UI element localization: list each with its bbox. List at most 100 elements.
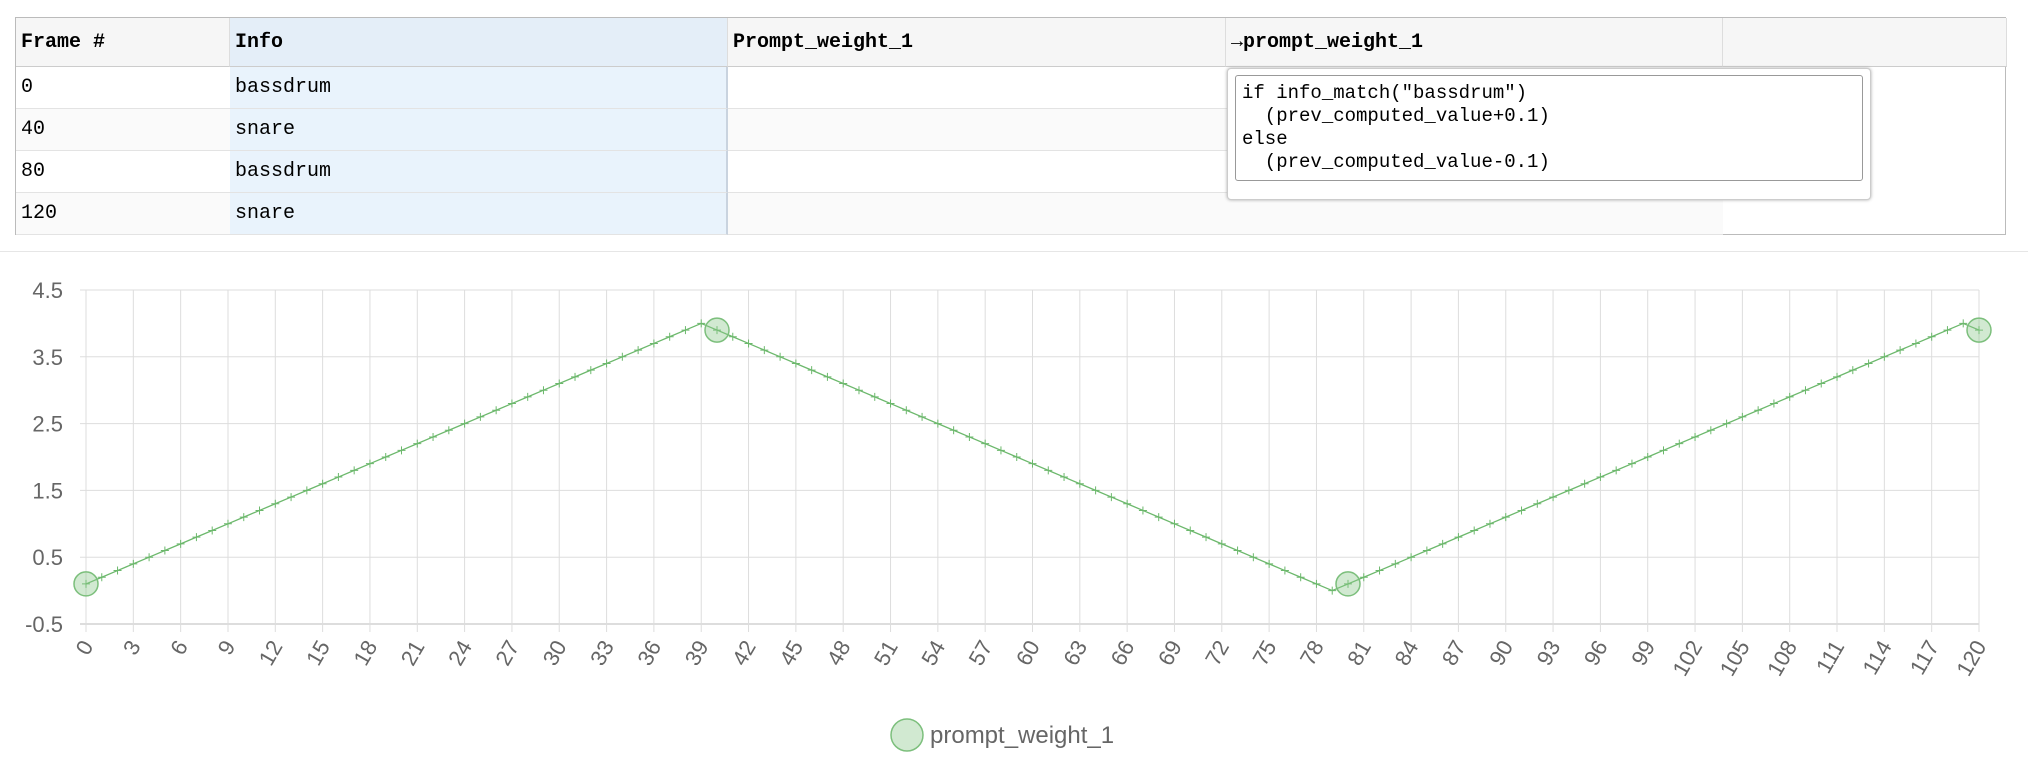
legend-label: prompt_weight_1 bbox=[930, 722, 1114, 749]
point-marker bbox=[571, 372, 580, 381]
point-marker bbox=[129, 559, 138, 568]
x-tick-label: 27 bbox=[490, 636, 524, 670]
formula-editor[interactable]: if info_match("bassdrum") (prev_computed… bbox=[1227, 68, 1871, 200]
x-tick-label: 57 bbox=[964, 636, 998, 670]
point-marker bbox=[1280, 566, 1289, 575]
x-tick-label: 93 bbox=[1532, 636, 1566, 670]
point-marker bbox=[223, 519, 232, 528]
point-marker bbox=[1848, 366, 1857, 375]
point-marker bbox=[1675, 439, 1684, 448]
x-tick-label: 54 bbox=[916, 636, 950, 670]
point-marker bbox=[1975, 326, 1983, 335]
point-marker bbox=[1186, 526, 1195, 535]
point-marker bbox=[318, 479, 327, 488]
point-marker bbox=[1738, 412, 1747, 421]
point-marker bbox=[1943, 326, 1952, 335]
point-marker bbox=[1612, 466, 1621, 475]
table-cell[interactable]: 0 bbox=[16, 67, 230, 109]
x-tick-label: 63 bbox=[1058, 636, 1092, 670]
point-marker bbox=[555, 379, 564, 388]
point-marker bbox=[1959, 319, 1968, 328]
point-marker bbox=[1123, 499, 1132, 508]
point-marker bbox=[429, 432, 438, 441]
point-marker bbox=[1075, 479, 1084, 488]
point-marker bbox=[1896, 346, 1905, 355]
empty-cell[interactable] bbox=[728, 193, 1226, 235]
point-marker bbox=[1627, 459, 1636, 468]
point-marker bbox=[1659, 446, 1668, 455]
table-cell[interactable]: 120 bbox=[16, 193, 230, 235]
x-tick-label: 72 bbox=[1200, 636, 1234, 670]
empty-cell[interactable] bbox=[728, 151, 1226, 193]
x-tick-label: 3 bbox=[118, 636, 146, 659]
point-marker bbox=[334, 473, 343, 482]
point-marker bbox=[1880, 352, 1889, 361]
table-cell[interactable]: 40 bbox=[16, 109, 230, 151]
point-marker bbox=[1722, 419, 1731, 428]
x-tick-label: 108 bbox=[1762, 636, 1802, 680]
column-header[interactable]: Prompt_weight_1 bbox=[728, 18, 1226, 67]
table-cell[interactable]: snare bbox=[230, 193, 728, 235]
point-marker bbox=[1785, 392, 1794, 401]
keyframe-point bbox=[704, 317, 730, 343]
x-tick-label: 6 bbox=[165, 636, 193, 659]
x-tick-label: 66 bbox=[1106, 636, 1140, 670]
point-marker bbox=[791, 359, 800, 368]
keyframe-point bbox=[1335, 571, 1361, 597]
table-cell[interactable]: 80 bbox=[16, 151, 230, 193]
point-marker bbox=[839, 379, 848, 388]
x-tick-label: 84 bbox=[1390, 636, 1424, 670]
point-marker bbox=[776, 352, 785, 361]
point-marker bbox=[192, 533, 201, 542]
empty-cell[interactable] bbox=[728, 109, 1226, 151]
x-tick-label: 15 bbox=[301, 636, 335, 670]
point-marker bbox=[397, 446, 406, 455]
table-cell[interactable]: bassdrum bbox=[230, 151, 728, 193]
point-marker bbox=[1438, 539, 1447, 548]
point-marker bbox=[1454, 533, 1463, 542]
formula-text[interactable]: if info_match("bassdrum") (prev_computed… bbox=[1235, 75, 1863, 181]
point-marker bbox=[1769, 399, 1778, 408]
point-marker bbox=[176, 539, 185, 548]
point-marker bbox=[823, 372, 832, 381]
x-tick-label: 18 bbox=[348, 636, 382, 670]
point-marker bbox=[1028, 459, 1037, 468]
table-cell[interactable]: snare bbox=[230, 109, 728, 151]
point-marker bbox=[1470, 526, 1479, 535]
x-tick-label: 33 bbox=[585, 636, 619, 670]
point-marker bbox=[413, 439, 422, 448]
y-tick-label: 4.5 bbox=[32, 278, 63, 303]
point-marker bbox=[1643, 453, 1652, 461]
point-marker bbox=[918, 412, 927, 421]
point-marker bbox=[1091, 486, 1100, 495]
keyframe-point bbox=[1966, 317, 1992, 343]
point-marker bbox=[1359, 573, 1368, 582]
point-marker bbox=[728, 332, 737, 341]
x-tick-label: 42 bbox=[727, 636, 761, 670]
x-tick-label: 24 bbox=[443, 636, 477, 670]
y-tick-label: 1.5 bbox=[32, 478, 63, 503]
point-marker bbox=[1202, 533, 1211, 542]
column-header[interactable]: Frame # bbox=[16, 18, 230, 67]
point-marker bbox=[145, 553, 154, 562]
x-tick-label: 78 bbox=[1295, 636, 1329, 670]
point-marker bbox=[1911, 339, 1920, 348]
table-cell[interactable]: bassdrum bbox=[230, 67, 728, 109]
column-header[interactable]: →prompt_weight_1 bbox=[1226, 18, 1723, 67]
x-tick-label: 120 bbox=[1951, 636, 1991, 680]
point-marker bbox=[949, 426, 958, 435]
point-marker bbox=[1060, 473, 1069, 482]
x-tick-label: 69 bbox=[1153, 636, 1187, 670]
point-marker bbox=[97, 573, 106, 582]
x-tick-label: 81 bbox=[1342, 636, 1376, 670]
empty-cell[interactable] bbox=[728, 67, 1226, 109]
point-marker bbox=[208, 526, 217, 535]
point-marker bbox=[1422, 546, 1431, 555]
point-marker bbox=[1233, 546, 1242, 555]
header-filler[interactable] bbox=[1723, 18, 2007, 67]
empty-cell[interactable] bbox=[1226, 193, 1723, 235]
point-marker bbox=[1833, 372, 1842, 381]
column-header[interactable]: Info bbox=[230, 18, 728, 67]
point-marker bbox=[476, 412, 485, 421]
